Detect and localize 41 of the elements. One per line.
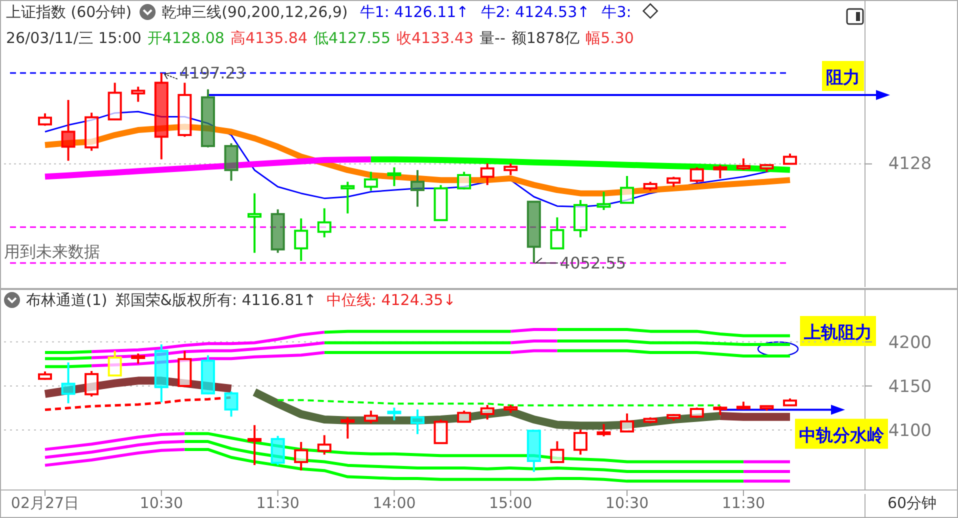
x-tick-label: 14:00 (372, 494, 416, 512)
candlestick (248, 424, 262, 466)
text: 幅5.30 (586, 29, 634, 47)
text: 牛2: 4124.53↑ (480, 3, 590, 21)
line-series (183, 448, 745, 483)
chart-subtitle: 乾坤三线(90,200,12,26,9) (162, 3, 348, 21)
text: 60分钟 (887, 494, 937, 512)
text: 量-- (480, 29, 506, 47)
candlestick (410, 169, 424, 208)
text: 牛1: 4126.11↑ (360, 3, 469, 21)
text: 26/03/11/三 15:00 (6, 29, 142, 47)
line-series (183, 432, 745, 464)
y-tick-label: 4150 (888, 376, 932, 397)
y-tick-label: 4200 (888, 332, 932, 353)
candlestick (61, 98, 76, 162)
text: 低4127.55 (313, 29, 391, 47)
x-tick-label: 15:00 (489, 494, 532, 512)
y-tick-label: 4100 (888, 421, 932, 442)
chart-title: 上证指数 (60分钟) (6, 3, 132, 21)
x-tick-label: 02月27日 (10, 494, 80, 512)
candlestick (294, 217, 308, 262)
x-tick-label: 11:30 (722, 494, 766, 512)
x-tick-label: 10:30 (605, 494, 649, 512)
text: 上轨阻力 (803, 323, 872, 343)
chart-subtitle: 郑国荣&版权所有: 4116.81↑ (115, 291, 316, 309)
line-series (183, 440, 745, 473)
text: 开4128.08 (147, 29, 224, 47)
chart-title: 布林通道(1) (26, 291, 108, 309)
ref-line-label: 阻力 (826, 68, 860, 88)
text: 收4133.43 (396, 29, 474, 47)
candlestick (61, 361, 76, 404)
text: 高4135.84 (230, 29, 308, 47)
text: 额1878亿 (511, 29, 580, 47)
ref-line-label: 4128 (888, 154, 932, 174)
x-tick-label: 10:30 (140, 494, 184, 512)
legend-label: 中轨分水岭 (799, 426, 885, 446)
annotation: 中位线: 4124.35↓ (326, 291, 456, 309)
annotation: 用到未来数据 (4, 242, 100, 261)
x-tick-label: 11:30 (256, 494, 300, 512)
candlestick (248, 192, 262, 254)
text: 牛3: (602, 3, 632, 21)
